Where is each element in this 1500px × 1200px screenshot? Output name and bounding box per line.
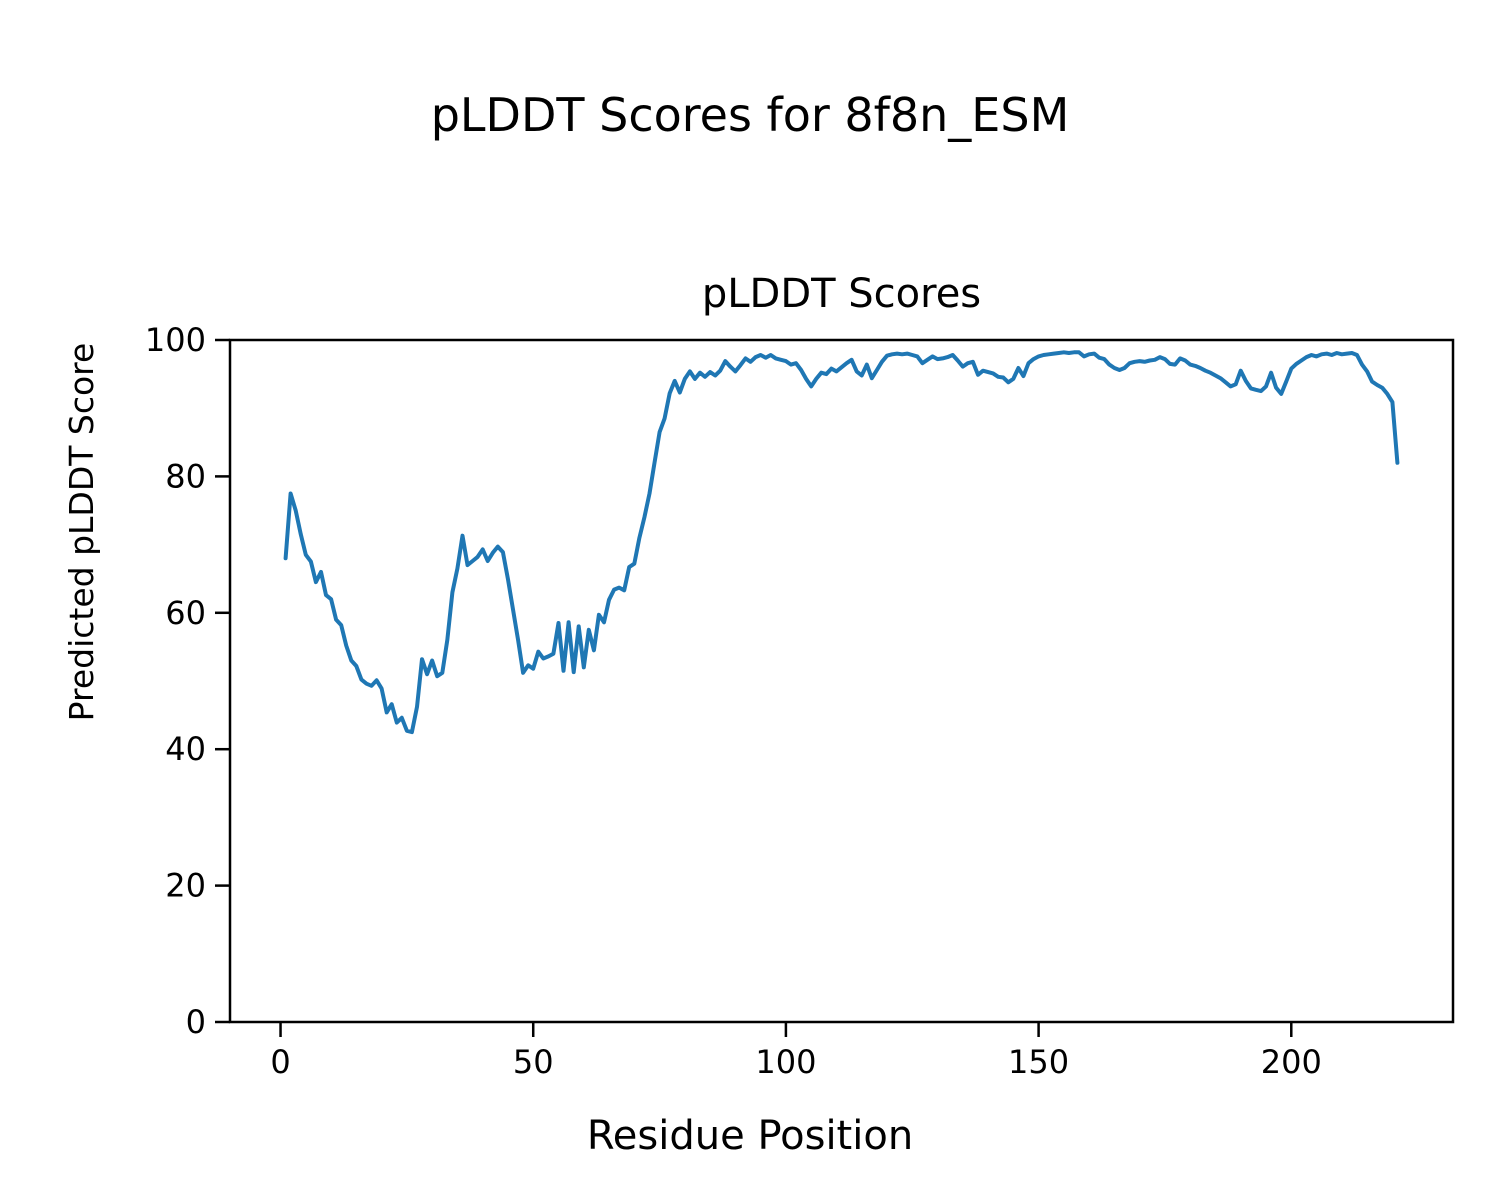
y-tick-label: 20 [165, 867, 206, 905]
y-axis-label: Predicted pLDDT Score [61, 342, 101, 722]
x-tick-label: 50 [513, 1043, 554, 1081]
x-axis-label: Residue Position [586, 1113, 914, 1159]
x-tick-label: 0 [270, 1043, 290, 1081]
plddt-line-series [283, 350, 1400, 735]
y-tick-label: 40 [165, 730, 206, 768]
x-tick-label: 150 [1008, 1043, 1069, 1081]
y-tick-label: 80 [165, 457, 206, 495]
y-tick-label: 60 [165, 594, 206, 632]
x-axis-ticks: 0 50 100 150 200 [270, 1022, 1322, 1081]
y-tick-label: 100 [145, 321, 206, 359]
x-tick-label: 100 [755, 1043, 816, 1081]
x-tick-label: 200 [1261, 1043, 1322, 1081]
figure-title: pLDDT Scores for 8f8n_ESM [430, 88, 1070, 142]
y-tick-label: 0 [186, 1003, 206, 1041]
axes-title: pLDDT Scores [701, 271, 982, 317]
y-axis-ticks: 0 20 40 60 80 100 [145, 321, 230, 1041]
axes-border [228, 338, 1455, 1024]
